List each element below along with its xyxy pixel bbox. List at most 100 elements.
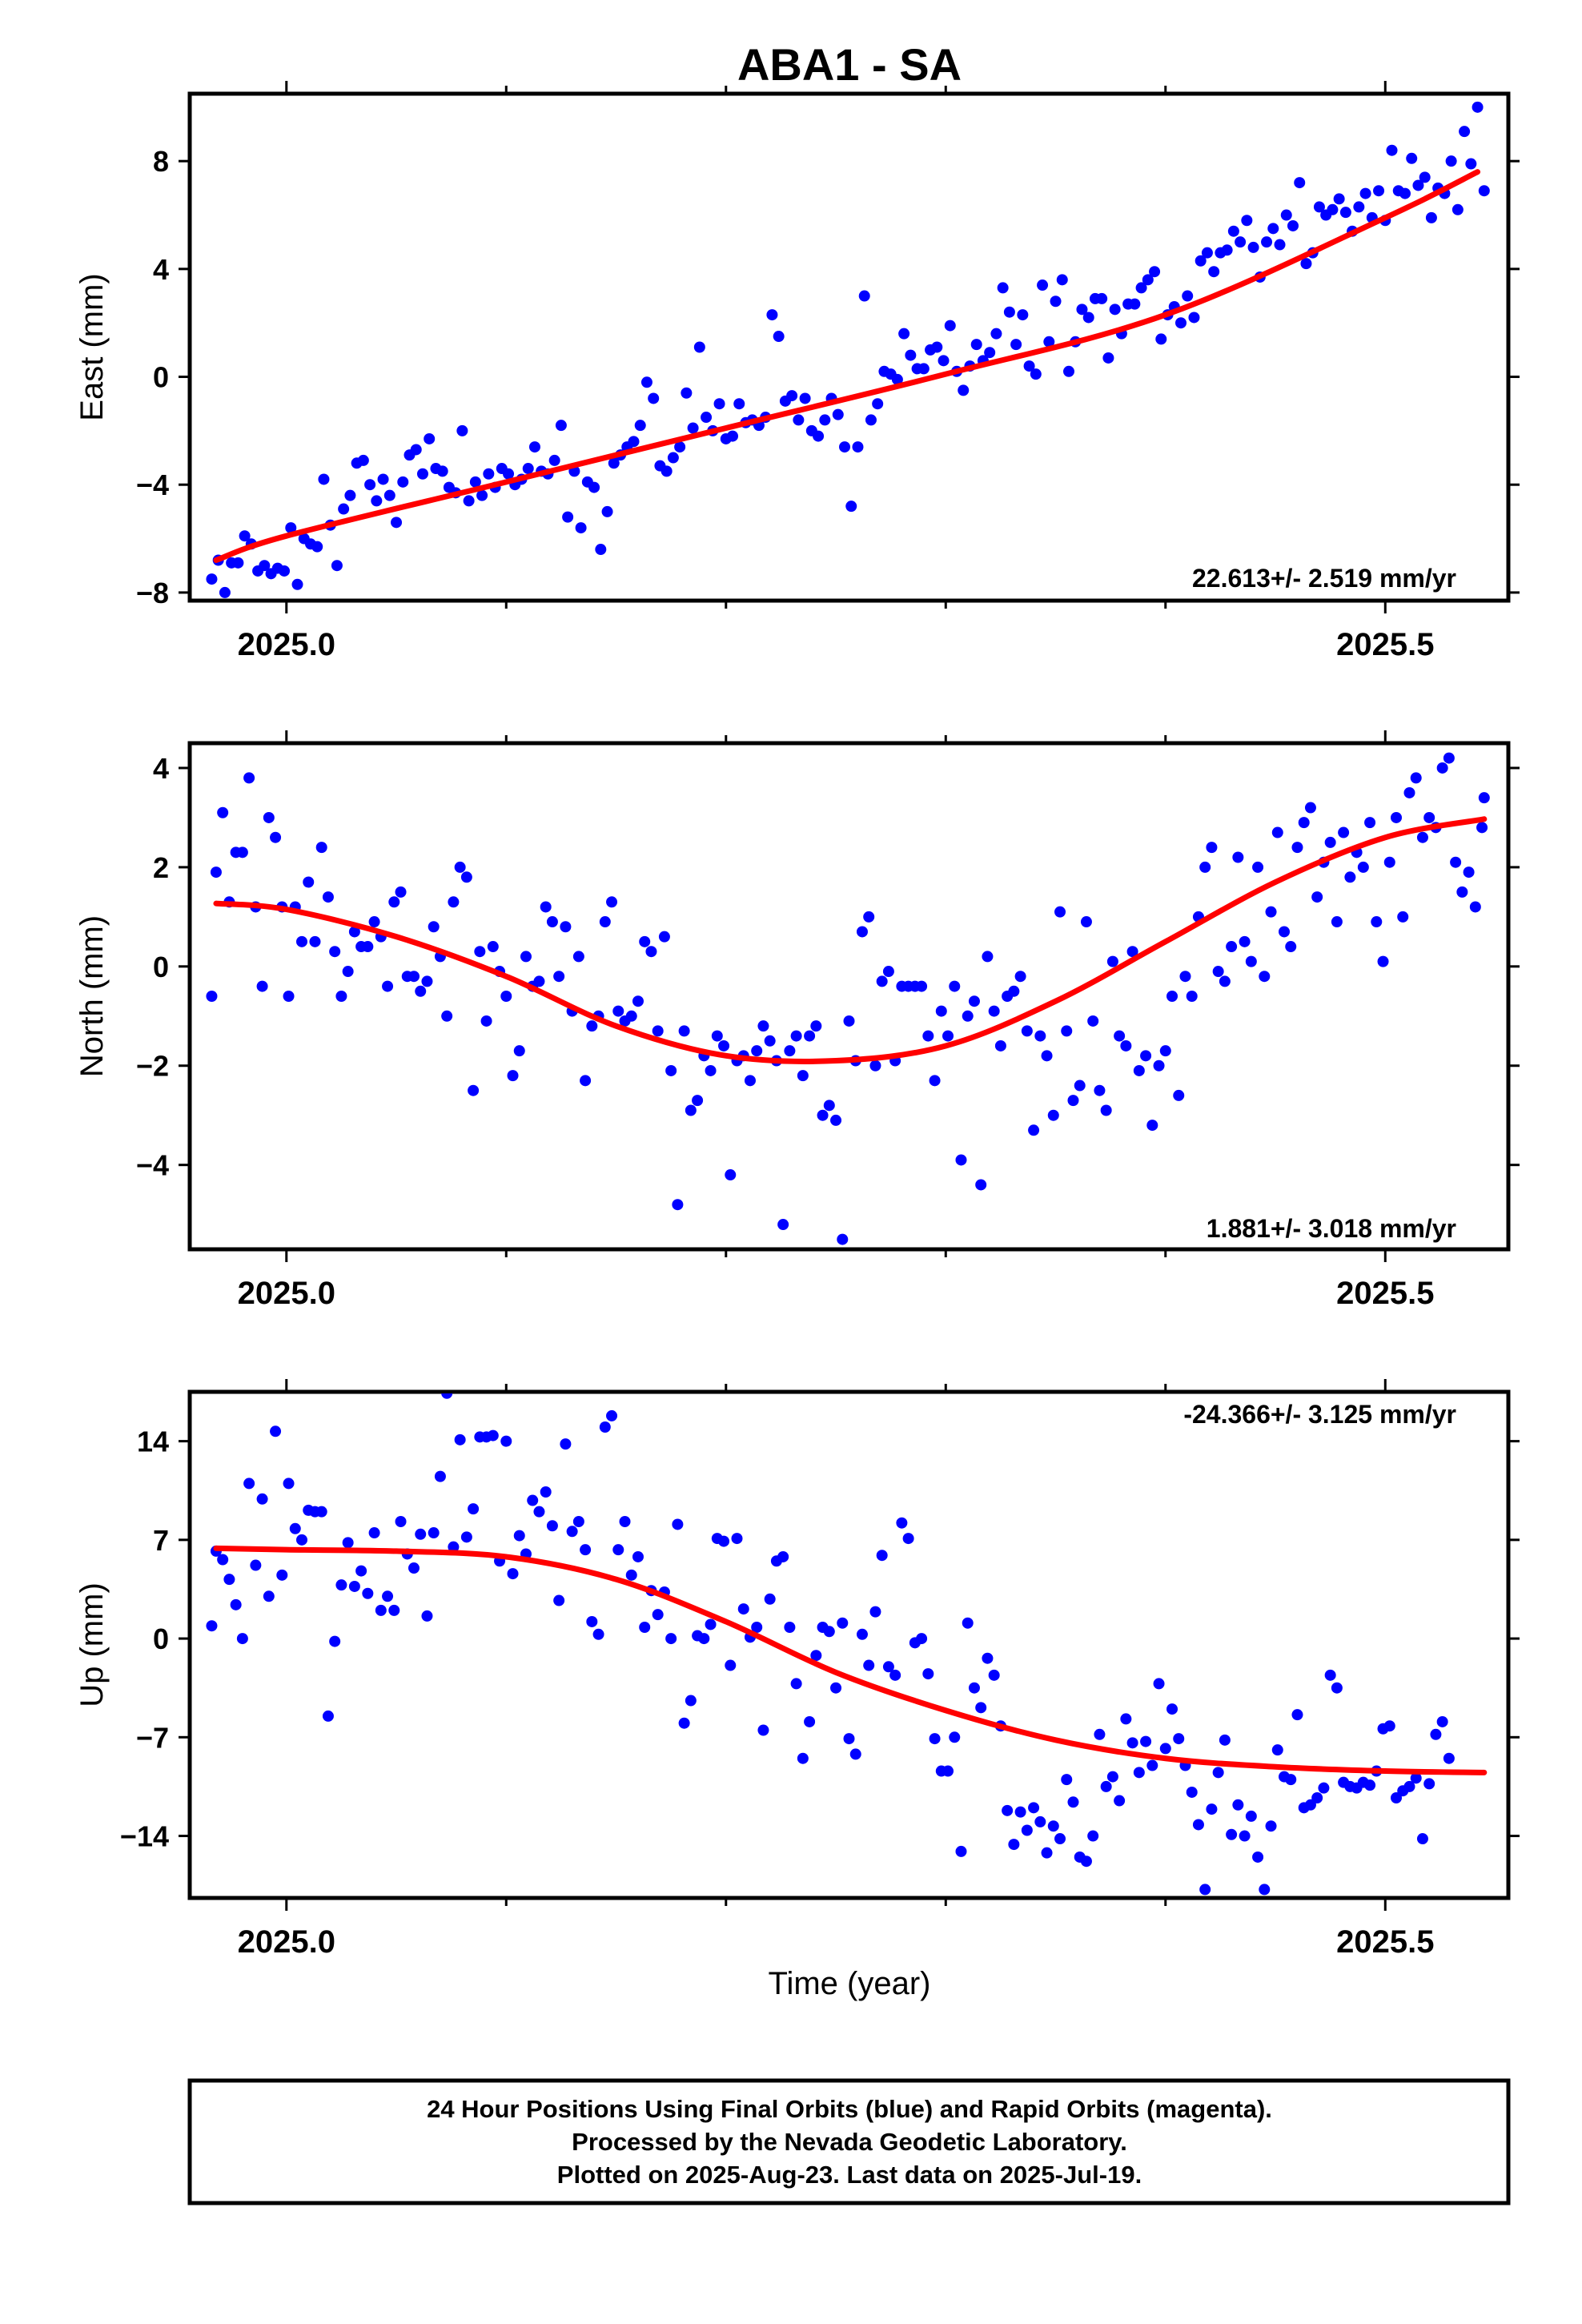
data-point (1054, 906, 1066, 918)
data-point (1450, 856, 1462, 868)
data-point (513, 1045, 525, 1057)
data-point (681, 387, 693, 399)
data-points (206, 0, 1488, 1896)
data-point (1476, 0, 1488, 6)
data-point (1425, 211, 1437, 223)
data-point (949, 1731, 961, 1743)
data-point (612, 1005, 624, 1017)
data-point (1173, 1089, 1185, 1101)
data-point (606, 1409, 618, 1421)
data-point (566, 1526, 578, 1538)
data-point (1080, 1856, 1092, 1868)
data-point (283, 1478, 295, 1490)
data-point (279, 565, 291, 577)
data-point (1096, 292, 1108, 304)
data-point (441, 1010, 453, 1022)
data-point (454, 861, 466, 873)
data-point (665, 1633, 677, 1645)
data-point (382, 980, 394, 992)
data-point (256, 980, 268, 992)
data-point (456, 424, 468, 436)
data-point (1100, 1104, 1112, 1116)
data-point (1149, 266, 1161, 278)
data-point (612, 1544, 624, 1556)
data-point (1188, 312, 1200, 324)
data-point (1179, 971, 1191, 983)
data-point (1226, 1828, 1238, 1840)
panel-up: −14 −7 0 7 14 2025.0 2025.5 Up (mm) -24.366+/- 3… (74, 0, 1520, 1960)
data-point (1003, 306, 1015, 318)
data-point (640, 376, 652, 388)
data-point (1416, 1833, 1428, 1845)
data-point (1034, 1030, 1046, 1042)
x-tick-label: 2025.0 (238, 627, 335, 662)
data-points (206, 752, 1490, 1245)
data-point (751, 1045, 763, 1057)
data-point (823, 1100, 835, 1112)
data-point (764, 1035, 776, 1047)
data-point (632, 995, 644, 1007)
data-point (368, 916, 380, 928)
data-point (1318, 1782, 1330, 1794)
y-axis-label: North (mm) (74, 915, 110, 1077)
data-point (263, 811, 275, 823)
data-point (1371, 916, 1383, 928)
data-point (916, 1633, 928, 1645)
data-point (628, 436, 640, 448)
data-point (500, 1435, 512, 1447)
data-point (540, 901, 552, 913)
data-point (1186, 1786, 1198, 1798)
data-point (395, 886, 407, 898)
data-point (1465, 158, 1477, 170)
data-point (830, 1682, 842, 1694)
data-point (1331, 1682, 1343, 1694)
data-point (1021, 1025, 1033, 1037)
data-point (562, 511, 574, 523)
data-point (329, 1635, 341, 1647)
data-point (1412, 179, 1424, 191)
data-point (448, 1541, 460, 1553)
data-point (364, 479, 376, 491)
data-point (1456, 886, 1468, 898)
data-point (377, 473, 389, 485)
data-point (751, 1621, 763, 1633)
data-point (285, 522, 297, 534)
data-point (1219, 1734, 1231, 1746)
data-point (1014, 971, 1026, 983)
data-point (217, 1554, 229, 1566)
data-point (371, 495, 383, 507)
data-point (1443, 752, 1455, 764)
data-point (1087, 1830, 1099, 1842)
data-point (1106, 1771, 1118, 1783)
data-point (1041, 1050, 1053, 1062)
data-point (1159, 1045, 1171, 1057)
data-point (982, 1652, 994, 1664)
data-point (1082, 312, 1094, 324)
data-point (428, 921, 440, 933)
data-point (1252, 1851, 1264, 1863)
data-point (693, 341, 705, 353)
data-point (1383, 1720, 1395, 1732)
data-point (929, 1075, 941, 1087)
data-point (1464, 0, 1475, 6)
data-point (1047, 1109, 1059, 1121)
x-axis-label: Time (year) (769, 1966, 931, 2001)
y-tick-label: −4 (136, 468, 169, 501)
data-point (436, 465, 448, 477)
data-point (1324, 836, 1336, 848)
data-point (876, 975, 888, 987)
data-point (276, 1569, 288, 1581)
data-point (1094, 1084, 1106, 1096)
data-point (1023, 360, 1035, 372)
data-point (790, 1678, 802, 1690)
data-point (239, 530, 251, 542)
data-point (1199, 861, 1211, 873)
data-point (1173, 1733, 1185, 1745)
data-point (1364, 817, 1376, 829)
data-point (391, 517, 403, 529)
data-point (856, 926, 868, 938)
data-point (685, 1695, 697, 1707)
data-point (773, 331, 785, 343)
data-point (1192, 1819, 1204, 1831)
